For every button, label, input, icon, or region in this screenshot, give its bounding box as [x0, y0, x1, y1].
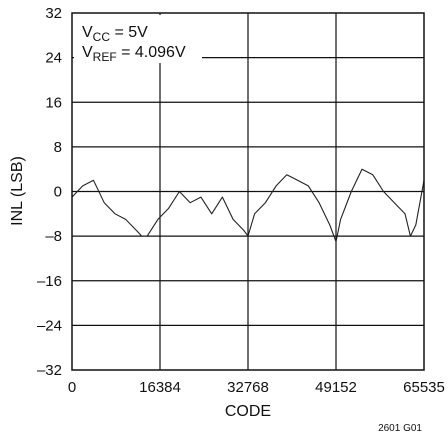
y-tick-label: –8 [45, 228, 62, 245]
legend-vref: VREF = 4.096V [82, 44, 186, 64]
legend-vref-rest: = 4.096V [117, 44, 186, 61]
y-tick-label: 0 [54, 184, 62, 201]
y-axis-title: INL (LSB) [9, 156, 26, 226]
legend-vcc-sub: CC [93, 30, 111, 44]
x-tick-label: 49152 [315, 379, 357, 396]
y-tick-label: 24 [45, 50, 62, 67]
y-tick-label: 16 [45, 94, 62, 111]
series-line [71, 168, 425, 243]
y-tick-label: –32 [37, 362, 62, 379]
legend-vcc-main: V [82, 24, 93, 41]
plot-frame [71, 12, 425, 371]
legend-vcc: VCC = 5V [82, 24, 148, 44]
figure-id: 2601 G01 [378, 423, 422, 434]
y-tick-label: 8 [54, 139, 62, 156]
y-tick-label: –24 [37, 317, 62, 334]
x-tick-label: 0 [68, 379, 76, 396]
legend-vcc-rest: = 5V [110, 24, 148, 41]
x-tick-label: 16384 [139, 379, 181, 396]
y-tick-labels: 32 24 16 8 0 –8 –16 –24 –32 [37, 5, 62, 379]
y-tick-label: –16 [37, 273, 62, 290]
x-tick-label: 65535 [403, 379, 445, 396]
legend-box [74, 15, 202, 63]
x-axis-title: CODE [225, 403, 271, 420]
x-tick-labels: 0 16384 32768 49152 65535 [68, 379, 445, 396]
grid [72, 13, 424, 370]
series-group [71, 168, 425, 243]
legend-vref-sub: REF [93, 50, 117, 64]
x-tick-label: 32768 [227, 379, 269, 396]
y-tick-label: 32 [45, 5, 62, 22]
legend-vref-main: V [82, 44, 93, 61]
